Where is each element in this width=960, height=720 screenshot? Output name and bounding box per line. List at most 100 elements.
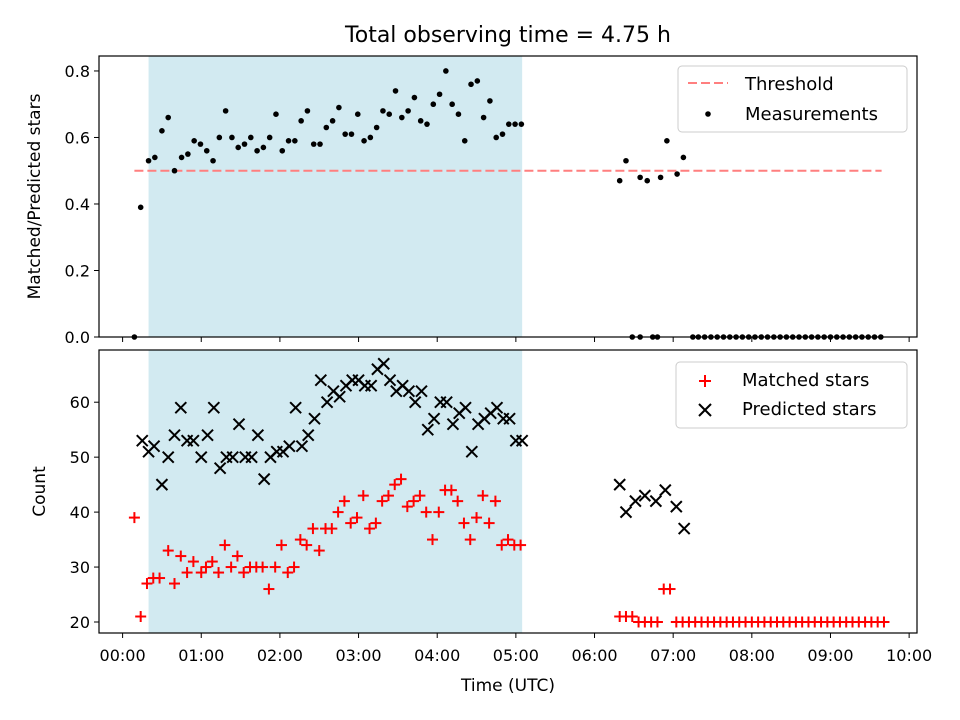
predicted-star-marker: [155, 478, 169, 491]
matched-star-marker: [426, 534, 438, 546]
predicted-star-marker: [207, 401, 221, 414]
matched-star-marker: [351, 512, 363, 524]
count-y-tick-label: 20: [70, 613, 90, 632]
predicted-star-marker: [613, 478, 626, 491]
predicted-star-marker: [465, 445, 479, 458]
measurement-point: [449, 101, 455, 108]
matched-star-marker: [307, 523, 319, 535]
predicted-legend-label: Predicted stars: [742, 399, 876, 420]
predicted-star-marker: [408, 395, 422, 409]
measurement-point: [399, 114, 405, 121]
time-x-tick-label: 02:00: [257, 646, 303, 665]
measurement-point: [644, 177, 651, 184]
measurement-point: [171, 167, 178, 174]
time-x-tick-label: 05:00: [493, 646, 539, 665]
dot-icon: [705, 111, 711, 117]
plus-icon: [699, 375, 711, 387]
matched-star-marker: [263, 583, 275, 595]
matched-star-marker: [515, 539, 527, 551]
measurement-point: [298, 118, 304, 124]
measurement-point: [424, 121, 430, 127]
measurement-point: [273, 111, 279, 117]
predicted-star-marker: [251, 428, 265, 442]
measurement-point: [203, 147, 210, 154]
measurement-point: [348, 131, 355, 137]
matched-star-marker: [175, 550, 187, 562]
predicted-star-marker: [415, 385, 428, 398]
matched-star-marker: [231, 550, 243, 562]
count-legend: Matched stars Predicted stars: [675, 361, 908, 429]
matched-star-marker: [433, 506, 445, 518]
measurement-point: [178, 154, 185, 161]
threshold-legend-label: Threshold: [744, 74, 834, 95]
ratio-y-tick-label: 0.0: [65, 328, 90, 347]
predicted-star-marker: [333, 390, 346, 403]
matched-star-marker: [275, 539, 287, 551]
matched-star-marker: [181, 567, 193, 579]
matched-star-marker: [195, 567, 207, 579]
ratio-axis-ticks: 0.0 0.2 0.4 0.6 0.8: [65, 62, 910, 347]
count-y-tick-label: 30: [70, 558, 90, 577]
measurement-point: [664, 137, 670, 144]
matched-star-marker: [282, 567, 294, 579]
predicted-star-marker: [308, 412, 321, 425]
time-x-tick-label: 09:00: [807, 646, 853, 665]
predicted-star-marker: [232, 417, 246, 431]
measurement-point: [361, 137, 367, 144]
measurement-point: [480, 114, 487, 121]
ratio-y-tick-label: 0.8: [65, 62, 90, 81]
ratio-panel: 0.00.20.40.60.8 Matched/Predicted stars …: [25, 55, 918, 347]
matched-star-marker: [464, 534, 476, 546]
time-x-tick-label: 03:00: [336, 646, 382, 665]
matched-star-marker: [357, 490, 369, 502]
count-panel: 20 30 40 50 60 00:00 01:00 02:00 03:00 04:00 05:00…: [30, 349, 932, 696]
count-legend-box: [675, 361, 908, 429]
predicted-star-marker: [302, 428, 315, 442]
matched-star-marker: [332, 506, 344, 518]
measurement-point: [216, 134, 223, 141]
matched-star-marker: [169, 578, 181, 590]
measurement-point: [191, 137, 197, 144]
matched-star-marker: [445, 484, 457, 496]
predicted-star-marker: [619, 505, 633, 519]
measurement-point: [317, 141, 323, 147]
count-y-tick-label: 60: [70, 393, 90, 412]
measurement-point: [474, 78, 481, 84]
predicted-star-marker: [213, 461, 227, 475]
measurement-point: [304, 108, 311, 114]
measurement-point: [260, 144, 267, 151]
predicted-star-marker: [257, 472, 271, 486]
matched-star-marker: [878, 616, 890, 628]
predicted-star-marker: [383, 374, 397, 387]
matched-star-marker: [128, 512, 140, 524]
matched-star-marker: [338, 495, 350, 507]
predicted-star-marker: [515, 434, 529, 447]
time-x-tick-label: 08:00: [729, 646, 775, 665]
measurement-point: [248, 134, 254, 141]
time-axis-label: Time (UTC): [460, 676, 555, 696]
predicted-star-marker: [162, 450, 175, 464]
matched-star-marker: [257, 561, 269, 573]
measurement-point: [436, 91, 443, 98]
chart-title: Total observing time = 4.75 h: [344, 23, 671, 48]
predicted-star-marker: [638, 489, 652, 502]
time-x-tick-label: 07:00: [650, 646, 696, 665]
matched-star-marker: [269, 561, 281, 573]
measurement-point: [292, 137, 298, 144]
predicted-star-marker: [195, 450, 208, 464]
predicted-star-marker: [289, 401, 302, 414]
matched-star-marker: [301, 539, 313, 551]
predicted-star-marker: [421, 423, 434, 436]
measurement-point: [329, 118, 336, 124]
matched-star-marker: [471, 512, 483, 524]
measurement-point: [637, 174, 643, 181]
matched-star-marker: [326, 523, 338, 535]
predicted-star-marker: [136, 434, 149, 447]
ratio-y-tick-label: 0.4: [65, 195, 90, 214]
matched-star-marker: [135, 611, 147, 623]
matched-star-marker: [389, 479, 401, 491]
measurement-point: [342, 131, 348, 137]
matched-star-marker: [238, 567, 250, 579]
time-x-tick-label: 10:00: [886, 646, 932, 665]
